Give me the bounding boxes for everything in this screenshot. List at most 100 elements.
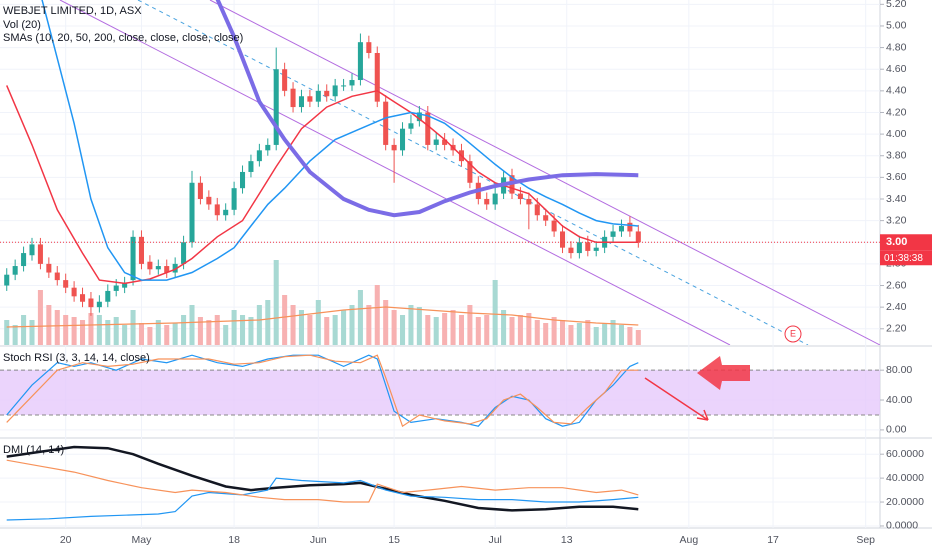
candle-body — [138, 236, 144, 264]
volume-bar — [332, 315, 338, 345]
volume-bar — [147, 327, 153, 345]
sma-line — [41, 0, 639, 281]
x-tick-label: 15 — [388, 534, 400, 546]
volume-bar — [282, 295, 288, 345]
candle-body — [290, 88, 296, 108]
volume-bar — [197, 317, 203, 345]
volume-bar — [256, 305, 262, 345]
candle-body — [433, 139, 439, 145]
candle-body — [282, 69, 288, 91]
candle-body — [442, 139, 448, 145]
candle-body — [357, 42, 363, 81]
pane — [0, 0, 880, 345]
volume-bar — [46, 305, 52, 345]
volume-bar — [63, 315, 69, 345]
y-tick-label: 4.20 — [886, 106, 907, 118]
y-tick-label: 4.60 — [886, 63, 907, 75]
candle-body — [46, 263, 52, 273]
volume-bar — [273, 260, 279, 345]
candle-body — [298, 96, 304, 108]
volume-bar — [517, 315, 523, 345]
annotation-arrows — [644, 356, 750, 421]
candle-body — [416, 112, 422, 122]
volume-bar — [290, 305, 296, 345]
candle-body — [12, 266, 18, 275]
candle-body — [618, 226, 624, 232]
event-marker — [784, 325, 802, 343]
candle-body — [29, 244, 35, 256]
volume-bar — [240, 315, 246, 345]
volume-bar — [635, 330, 641, 345]
volume-bar — [501, 310, 507, 345]
sma-line — [215, 0, 639, 218]
volume-bar — [164, 325, 170, 345]
candle-body — [80, 294, 86, 302]
candle-body — [366, 42, 372, 53]
candle-body — [467, 161, 473, 183]
volume-bar — [315, 300, 321, 345]
x-tick-label: May — [132, 534, 153, 546]
volume-bar — [475, 317, 481, 345]
candle-body — [526, 198, 532, 205]
volume-bar — [391, 310, 397, 345]
volume-bar — [214, 315, 220, 345]
x-tick-label: 13 — [561, 534, 573, 546]
y-tick-label: 2.20 — [886, 323, 907, 335]
pane-title: Stoch RSI (3, 3, 14, 14, close) — [3, 352, 150, 364]
volume-bar — [509, 317, 515, 345]
volume-bar — [534, 320, 540, 345]
y-tick-label: 3.60 — [886, 171, 907, 183]
candle-body — [551, 220, 557, 232]
candle-body — [21, 253, 27, 267]
volume-bar — [450, 310, 456, 345]
candle-body — [113, 285, 119, 291]
candle-body — [543, 215, 549, 221]
candle-body — [88, 298, 94, 308]
volume-title: Vol (20) — [3, 19, 41, 31]
volume-bar — [21, 315, 27, 345]
volume-bar — [341, 310, 347, 345]
volume-bar — [374, 285, 380, 345]
candle-body — [172, 263, 178, 273]
volume-bar — [54, 310, 60, 345]
x-tick-label: Jul — [488, 534, 501, 546]
volume-bar — [526, 313, 532, 345]
volume-bar — [12, 325, 18, 345]
last-price-label: 3.00 — [886, 236, 907, 248]
candle-body — [349, 80, 355, 86]
volume-bar — [223, 325, 229, 345]
candle-body — [568, 247, 574, 254]
volume-bar — [416, 307, 422, 345]
arrow-head — [696, 409, 709, 421]
x-tick-label: 20 — [60, 534, 72, 546]
candle-body — [214, 204, 220, 216]
volume-ma — [6, 306, 639, 328]
y-tick-label: 4.80 — [886, 41, 907, 53]
y-tick-label: 5.20 — [886, 0, 907, 10]
sma-line — [6, 85, 639, 285]
volume-bar — [130, 310, 136, 345]
candle-body — [534, 204, 540, 216]
candle-body — [400, 128, 406, 151]
volume-bar — [433, 317, 439, 345]
drawings — [59, 0, 880, 345]
y-tick-label: 80.00 — [886, 364, 912, 376]
candle-body — [63, 280, 69, 288]
countdown-box — [880, 250, 932, 266]
candle-body — [256, 150, 262, 162]
volume-bar — [265, 300, 271, 345]
y-tick-label: 40.00 — [886, 394, 912, 406]
candle-body — [332, 85, 338, 97]
volume-bar — [543, 323, 549, 345]
candle-body — [484, 198, 490, 205]
volume-bar — [366, 305, 372, 345]
volume-bar — [88, 313, 94, 345]
volume-bar — [551, 317, 557, 345]
volume-bar — [400, 315, 406, 345]
arrow-down — [644, 377, 709, 421]
candle-body — [593, 247, 599, 251]
candle-body — [374, 52, 380, 102]
candle-body — [492, 193, 498, 205]
candle-body — [96, 301, 102, 308]
